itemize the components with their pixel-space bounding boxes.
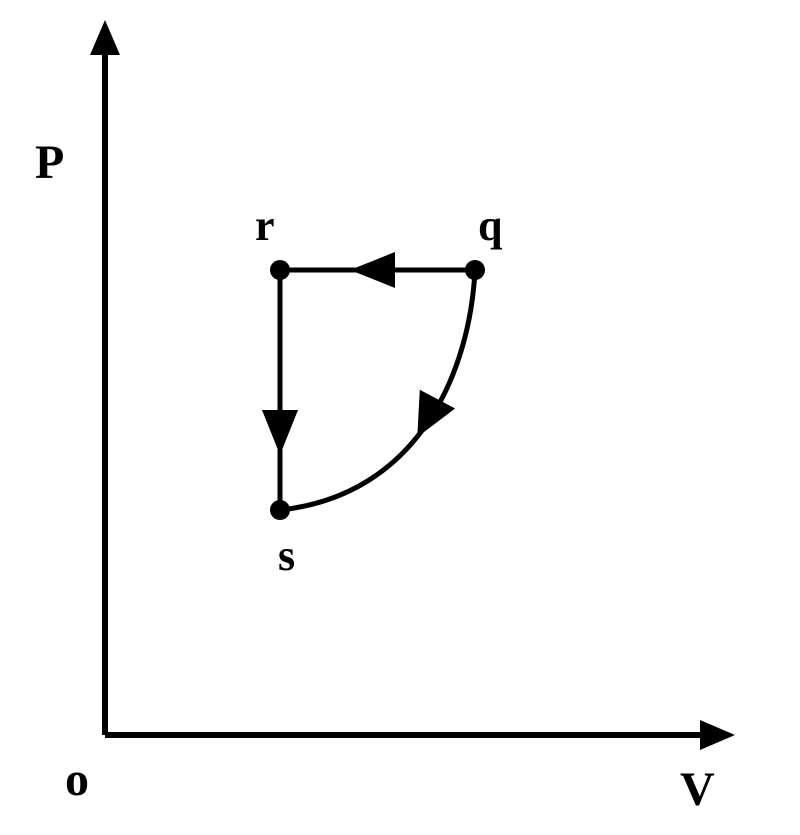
origin-label: o xyxy=(65,752,89,807)
diagram-svg xyxy=(0,0,800,830)
x-axis-label: V xyxy=(680,762,715,817)
point-s xyxy=(270,500,290,520)
label-s: s xyxy=(278,530,295,581)
point-r xyxy=(270,260,290,280)
label-r: r xyxy=(255,200,275,251)
label-q: q xyxy=(478,200,502,251)
y-axis-arrow xyxy=(90,20,120,55)
point-q xyxy=(465,260,485,280)
arrow-rs xyxy=(262,410,298,455)
pv-diagram: o V P r q s xyxy=(0,0,800,830)
segment-qs-curve xyxy=(280,270,475,510)
arrow-qs xyxy=(400,390,456,447)
arrow-qr xyxy=(350,252,395,288)
x-axis-arrow xyxy=(700,720,735,750)
y-axis-label: P xyxy=(35,135,64,190)
